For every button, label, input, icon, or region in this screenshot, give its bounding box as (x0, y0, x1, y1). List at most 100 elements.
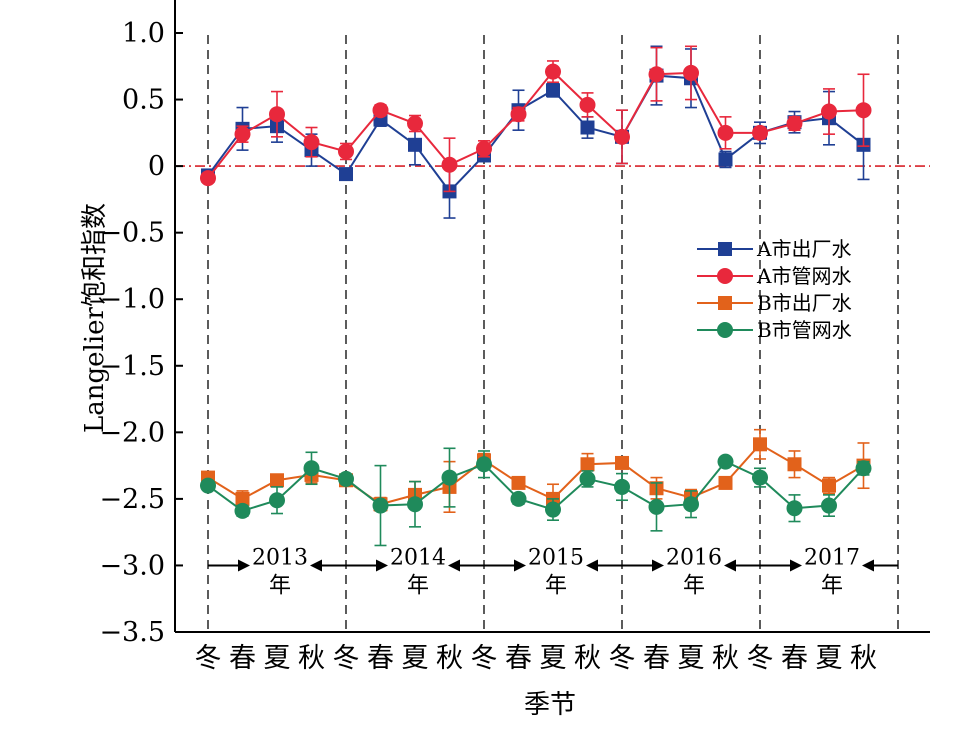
series-layer (200, 45, 872, 547)
data-point (339, 167, 353, 182)
data-point (234, 502, 251, 519)
x-category-label: 春 (643, 643, 670, 674)
x-category-label: 秋 (298, 643, 325, 674)
legend-marker (718, 242, 732, 256)
year-arrow-head-left (790, 559, 802, 572)
y-tick-label: 0.5 (122, 85, 165, 116)
year-suffix-label: 年 (407, 573, 429, 598)
series-group (201, 45, 871, 219)
data-point (303, 134, 320, 151)
data-point (372, 102, 389, 119)
series-group (201, 428, 871, 515)
data-point (372, 497, 389, 514)
data-point (717, 453, 734, 470)
data-point (407, 115, 423, 132)
x-axis-title: 季节 (524, 690, 576, 720)
series-group (200, 447, 872, 547)
data-point (546, 83, 560, 98)
legend-label: B市管网水 (757, 318, 852, 342)
data-point (718, 152, 733, 167)
year-arrow-head-left (376, 559, 388, 572)
legend-label: A市管网水 (756, 264, 851, 288)
y-axis-title: Langelier饱和指数 (80, 203, 110, 433)
year-label: 2015 (528, 545, 584, 570)
data-point (579, 470, 596, 487)
x-category-label: 春 (229, 643, 256, 674)
y-tick-label: −0.5 (99, 218, 165, 249)
legend-marker (717, 322, 733, 338)
data-point (476, 140, 492, 157)
data-point (855, 102, 872, 119)
data-point (648, 498, 665, 515)
x-category-label: 夏 (540, 643, 567, 674)
year-arrow-head-right (448, 559, 460, 572)
x-category-label: 夏 (264, 643, 291, 674)
data-point (821, 497, 837, 514)
data-point (200, 477, 216, 494)
year-arrow-head-right (310, 559, 322, 572)
data-point (579, 96, 596, 113)
year-arrow-head-left (514, 559, 526, 572)
year-label: 2013 (252, 545, 308, 570)
y-ticks-layer: 1.0 0.5 0 −0.5 −1.0 −1.5 −2.0 −2.5 −3.0 −3.5 (99, 18, 183, 648)
data-point (235, 491, 250, 506)
year-suffix-label: 年 (821, 573, 843, 598)
y-tick-label: −2.0 (99, 417, 165, 448)
data-point (441, 156, 458, 173)
data-point (718, 475, 733, 490)
data-point (683, 64, 699, 81)
y-tick-label: −2.5 (99, 484, 165, 515)
data-point (787, 457, 802, 472)
series-group (200, 45, 872, 193)
data-point (786, 500, 803, 517)
data-point (752, 124, 768, 141)
data-point (648, 66, 665, 83)
data-point (545, 63, 561, 80)
data-point (269, 492, 285, 509)
x-category-label: 冬 (747, 643, 774, 674)
data-point (821, 103, 837, 120)
data-point (510, 490, 527, 507)
y-tick-label: −3.0 (99, 550, 165, 581)
year-label: 2014 (390, 545, 446, 570)
x-category-label: 春 (367, 643, 394, 674)
data-point (614, 478, 630, 495)
year-arrow-head-left (652, 559, 664, 572)
year-arrow-head-right (862, 559, 874, 572)
axes-layer (174, 0, 930, 633)
data-point (476, 456, 492, 473)
data-point (407, 496, 423, 513)
data-point (855, 460, 872, 477)
data-point (303, 460, 320, 477)
data-point (786, 115, 803, 132)
x-category-label: 冬 (471, 643, 498, 674)
data-point (545, 501, 561, 518)
legend-marker (718, 296, 732, 310)
legend-label: B市出厂水 (757, 291, 852, 315)
x-category-label: 春 (781, 643, 808, 674)
data-point (822, 478, 836, 493)
x-category-label: 夏 (402, 643, 429, 674)
year-suffix-label: 年 (683, 573, 705, 598)
grid-layer (207, 35, 899, 632)
y-tick-label: 0 (148, 151, 165, 182)
y-tick-label: −3.5 (99, 617, 165, 648)
x-category-label: 夏 (816, 643, 843, 674)
year-annotations-layer: 2013 年 2014 年 2015 年 2016 年 2017 年 (208, 545, 898, 598)
legend: A市出厂水 A市管网水 B市出厂水 B市管网水 (697, 237, 852, 342)
data-point (615, 455, 629, 470)
x-category-label: 夏 (678, 643, 705, 674)
legend-label: A市出厂水 (756, 237, 851, 261)
year-arrow-head-left (238, 559, 250, 572)
series-line (207, 70, 864, 179)
legend-marker (717, 268, 733, 284)
x-category-label: 秋 (712, 643, 739, 674)
x-category-label: 冬 (333, 643, 360, 674)
data-point (683, 496, 699, 513)
x-categories-layer: 冬春夏秋冬春夏秋冬春夏秋冬春夏秋冬春夏秋 (195, 643, 878, 674)
year-suffix-label: 年 (269, 573, 291, 598)
data-point (338, 470, 354, 487)
data-point (270, 473, 284, 488)
y-tick-label: 1.0 (122, 18, 165, 49)
